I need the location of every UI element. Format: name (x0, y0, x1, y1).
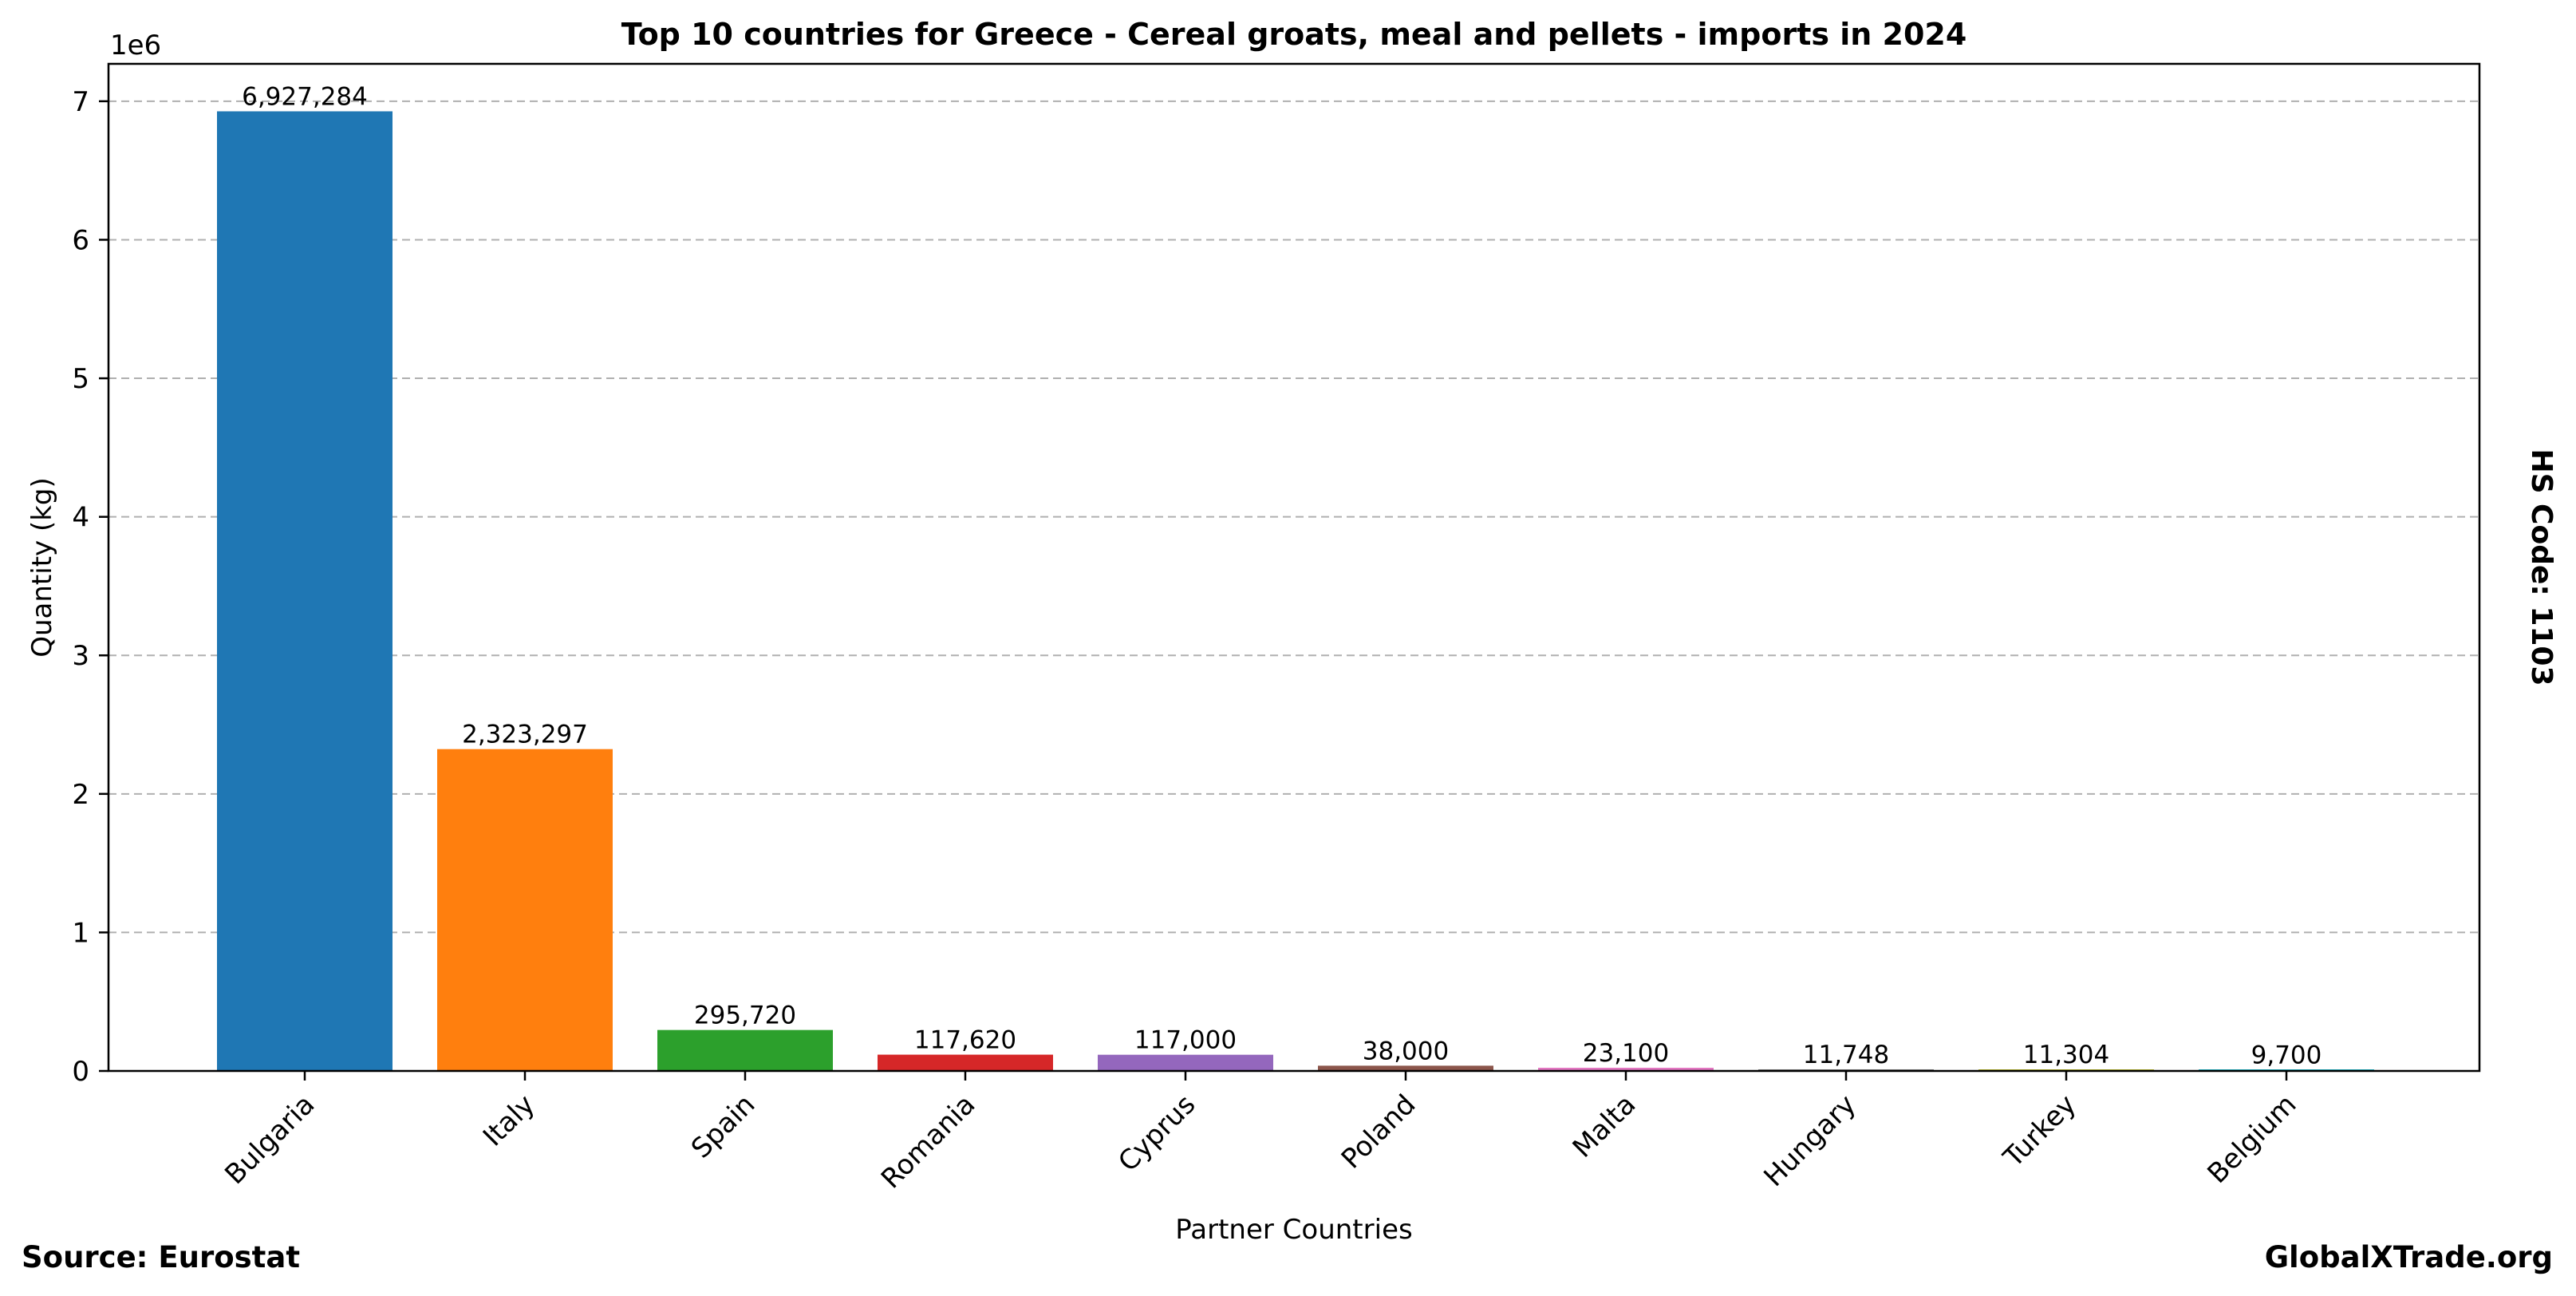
bar-value-label: 23,100 (1583, 1039, 1669, 1068)
x-tick-label: Cyprus (1112, 1089, 1201, 1178)
x-tick-label: Turkey (1997, 1089, 2082, 1174)
x-tick-label: Malta (1567, 1089, 1643, 1164)
bar-spain (657, 1029, 833, 1071)
y-axis-label: Quantity (kg) (26, 477, 58, 658)
plot-frame (107, 62, 2481, 1073)
x-tick-label: Poland (1335, 1089, 1422, 1175)
bar-value-label: 117,000 (1134, 1026, 1237, 1055)
x-tick-label: Spain (685, 1089, 761, 1164)
bar-label-layer: 6,927,284 2,323,297 295,720 117,620 117,000 3… (242, 82, 2322, 1069)
bar-italy (437, 749, 613, 1071)
y-axis: 0 1 2 3 4 5 6 7 (72, 86, 108, 1088)
bar-romania (878, 1054, 1053, 1071)
bar-value-label: 295,720 (694, 1002, 796, 1030)
bar-malta (1538, 1067, 1714, 1071)
bar-value-label: 9,700 (2251, 1041, 2322, 1069)
x-tick-label: Romania (875, 1089, 981, 1195)
bar-bulgaria (217, 111, 393, 1072)
y-tick-label: 4 (72, 502, 89, 534)
bar-value-label: 6,927,284 (242, 82, 368, 111)
x-tick-label: Italy (477, 1089, 541, 1152)
bar-value-label: 117,620 (914, 1026, 1016, 1055)
x-tick-label: Belgium (2202, 1089, 2303, 1190)
y-tick-label: 2 (72, 779, 89, 811)
y-axis-multiplier: 1e6 (110, 30, 161, 61)
bar-poland (1318, 1065, 1493, 1071)
x-tick-label: Hungary (1757, 1089, 1862, 1193)
y-tick-label: 0 (72, 1056, 89, 1088)
bar-cyprus (1098, 1054, 1273, 1071)
bar-value-label: 11,304 (2023, 1041, 2109, 1069)
x-axis: Bulgaria Italy Spain Romania Cyprus Poland Mal… (219, 1071, 2302, 1195)
y-tick-label: 3 (72, 640, 89, 672)
source-label: Source: Eurostat (22, 1240, 300, 1274)
brand-label: GlobalXTrade.org (2265, 1240, 2553, 1274)
y-tick-label: 6 (72, 224, 89, 256)
x-tick-label: Bulgaria (219, 1089, 321, 1191)
bar-layer (217, 111, 2374, 1072)
hs-code-label: HS Code: 1103 (2525, 448, 2558, 686)
x-axis-label: Partner Countries (1175, 1214, 1412, 1246)
y-tick-label: 7 (72, 86, 89, 118)
chart-title: Top 10 countries for Greece - Cereal gro… (621, 17, 1967, 52)
y-tick-label: 5 (72, 363, 89, 395)
bar-value-label: 2,323,297 (462, 721, 588, 749)
y-tick-label: 1 (72, 917, 89, 949)
bar-value-label: 11,748 (1803, 1041, 1889, 1069)
bar-value-label: 38,000 (1363, 1037, 1449, 1065)
